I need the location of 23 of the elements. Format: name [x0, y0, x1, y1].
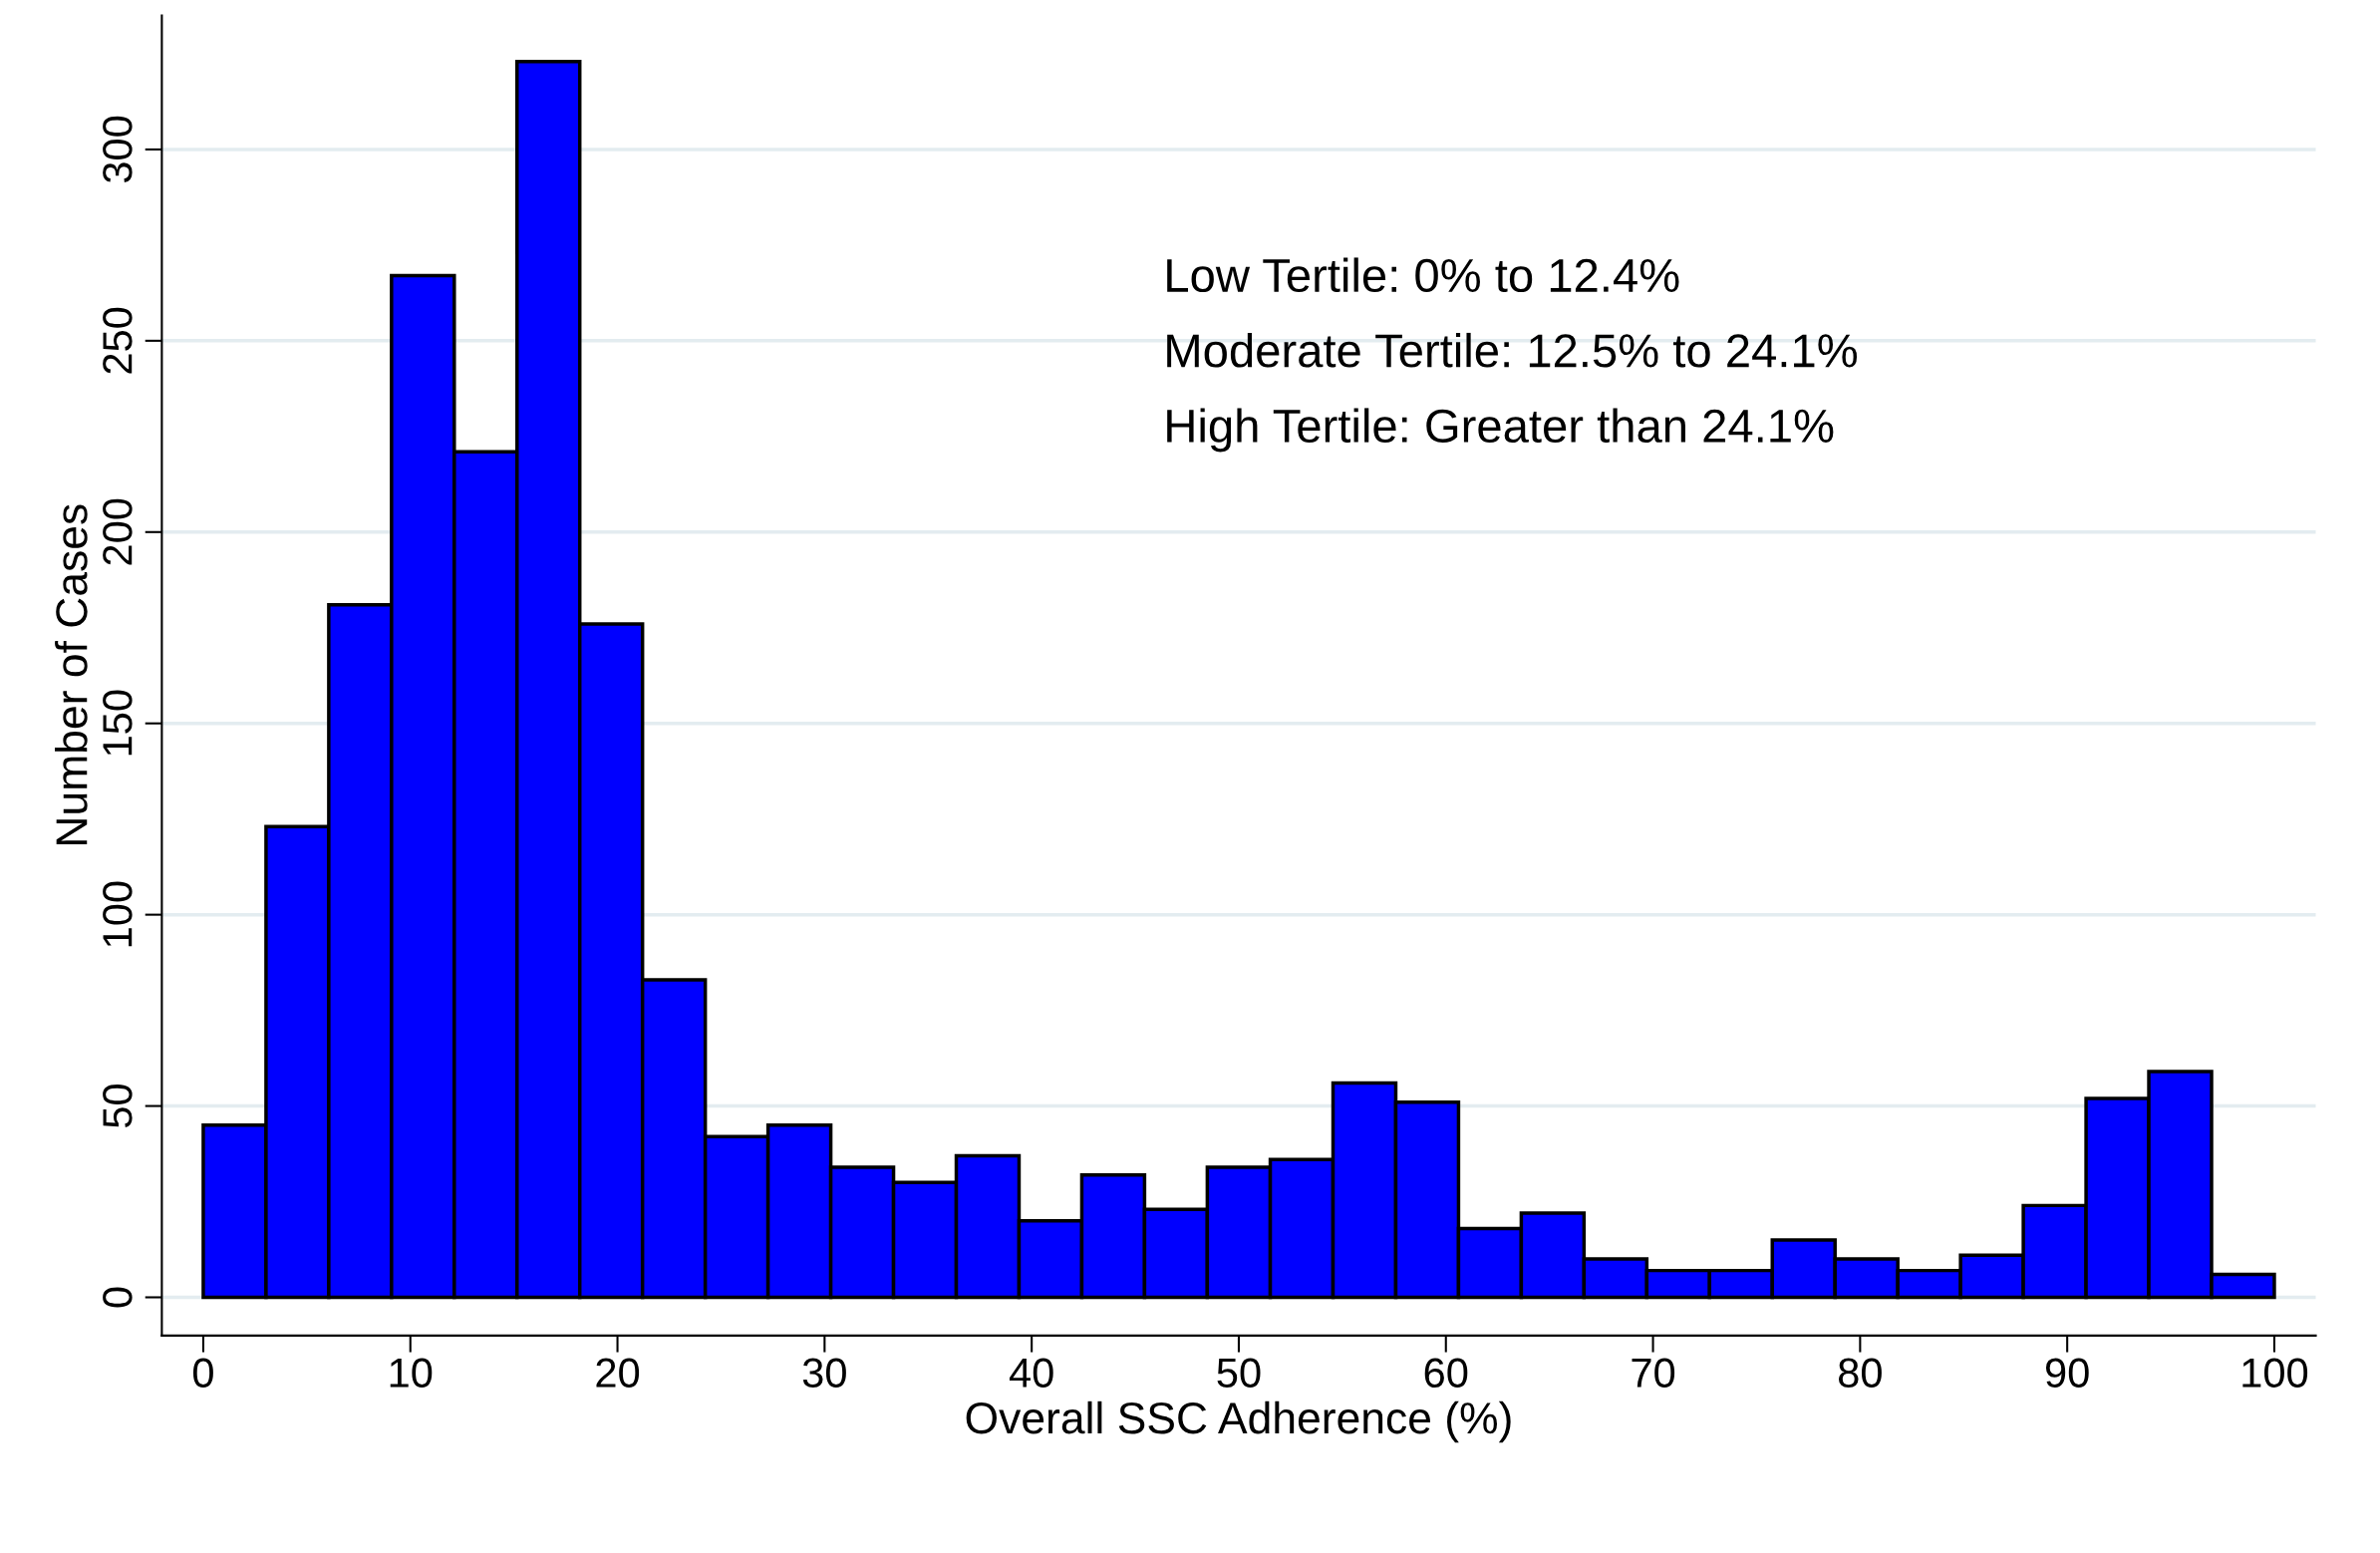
y-tick-label: 300: [103, 116, 133, 183]
x-tick-label: 90: [2045, 1358, 2089, 1389]
x-axis-title: Overall SSC Adherence (%): [966, 1400, 1511, 1443]
annotation: Low Tertile: 0% to 12.4%: [1167, 257, 1679, 293]
x-tick-label: 60: [1424, 1358, 1468, 1389]
y-tick-label: 150: [103, 690, 133, 756]
x-tick-label: 0: [192, 1358, 213, 1389]
y-tick-label: 250: [103, 307, 133, 374]
x-tick-label: 100: [2242, 1358, 2308, 1389]
x-tick-label: 50: [1217, 1358, 1261, 1389]
y-tick-label: 100: [103, 881, 133, 947]
x-tick-label: 20: [596, 1358, 640, 1389]
x-tick-label: 40: [1009, 1358, 1053, 1389]
y-axis-title: Number of Cases: [55, 504, 88, 844]
x-tick-label: 70: [1632, 1358, 1675, 1389]
annotation: Moderate Tertile: 12.5% to 24.1%: [1167, 332, 1858, 368]
x-tick-label: 10: [390, 1358, 433, 1389]
annotation: High Tertile: Greater than 24.1%: [1167, 408, 1834, 453]
x-tick-label: 30: [802, 1358, 846, 1389]
y-tick-label: 50: [103, 1085, 133, 1128]
x-tick-label: 80: [1839, 1358, 1882, 1389]
y-tick-label: 200: [103, 498, 133, 565]
y-tick-label: 0: [103, 1287, 133, 1308]
